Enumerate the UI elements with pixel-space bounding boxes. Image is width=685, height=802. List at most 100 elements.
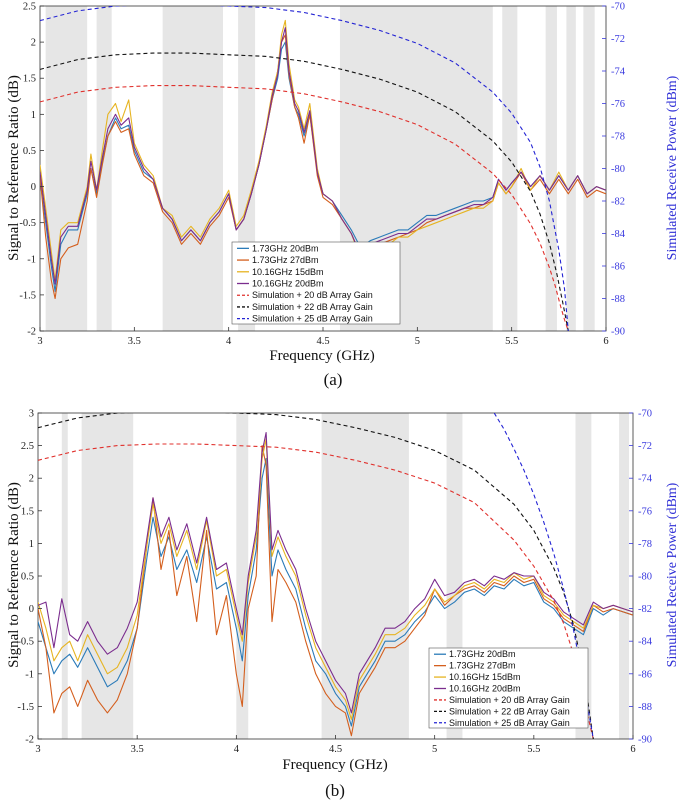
y-right-tick-label: -74 [638,474,653,485]
y-tick-label: -1 [27,254,36,265]
series-line-4 [38,432,633,714]
y-tick-label: 2.5 [23,2,36,13]
legend-entry: Simulation + 20 dB Array Gain [449,695,570,705]
x-tick-label: 5.5 [505,336,518,347]
y-right-tick-label: -82 [638,604,652,615]
legend-entry: Simulation + 22 dB Array Gain [252,302,373,312]
y-right-tick-label: -74 [611,67,626,78]
y-axis-label-right: Simulated Receive Power (dBm) [665,482,680,667]
y-tick-label: 0.5 [23,146,36,157]
x-axis-label: Frequency (GHz) [269,348,374,364]
y-axis-label: Signal to Reference Ratio (dB) [6,482,22,668]
legend-entry: Simulation + 20 dB Array Gain [252,290,373,300]
y-tick-label: 0 [29,604,34,615]
y-right-tick-label: -86 [638,669,652,680]
x-axis-label: Frequency (GHz) [282,757,387,773]
x-tick-label: 4 [226,336,232,347]
shaded-band [566,6,576,331]
y-tick-label: -2 [27,327,36,338]
x-tick-label: 4 [234,744,240,755]
legend-box [428,647,589,729]
legend-entry: 1.73GHz 27dBm [449,661,516,671]
y-right-tick-label: -88 [638,702,652,713]
y-right-tick-label: -78 [611,132,625,143]
y-axis-label: Signal to Reference Ratio (dB) [6,75,22,261]
y-right-tick-label: -78 [638,539,652,550]
x-tick-label: 4.5 [316,336,329,347]
series-line-3 [40,19,606,281]
y-tick-label: 2.5 [21,441,34,452]
x-tick-label: 6 [630,744,635,755]
shaded-band [96,6,112,331]
legend-entry: 10.16GHz 15dBm [252,267,324,277]
legend-entry: 1.73GHz 20dBm [449,649,516,659]
axis-ticks: 3 3.5 4 4.5 5 5.5 6 -2 -1.5 -1 -0.5 0 0.5 1 1.5 2 2.5 -90… [19,2,625,348]
x-tick-label: 5 [432,744,437,755]
y-right-tick-label: -90 [611,327,625,338]
y-right-tick-label: -88 [611,294,625,305]
series-line-7 [493,413,594,739]
series-line-6 [38,413,594,739]
legend-entry: 10.16GHz 15dBm [449,672,521,682]
x-tick-label: 5 [415,336,420,347]
x-tick-label: 5.5 [527,744,540,755]
shaded-band [236,413,249,739]
legend-entry: 1.73GHz 20dBm [252,243,319,253]
y-tick-label: -1 [25,669,34,680]
legend-entry: Simulation + 22 dB Array Gain [449,706,570,716]
shaded-band [321,413,409,739]
series-line-3 [38,438,633,720]
series-lines [40,6,606,331]
y-right-tick-label: -76 [638,506,652,517]
y-tick-label: -2 [25,735,34,746]
x-tick-label: 6 [603,336,608,347]
x-tick-label: 3.5 [128,336,141,347]
y-tick-label: 0 [31,182,36,193]
y-axis-label-right: Simulated Receive Power (dBm) [665,75,680,260]
series-line-2 [38,445,633,737]
x-tick-label: 3.5 [131,744,144,755]
y-right-tick-label: -72 [611,34,625,45]
series-line-5 [40,85,569,331]
y-right-tick-label: -76 [611,99,625,110]
y-tick-label: 1.5 [21,506,34,517]
shaded-band [502,6,518,331]
series-line-6 [40,52,569,331]
y-tick-label: 1 [31,110,36,121]
legend-entry: 10.16GHz 20dBm [449,684,521,694]
y-right-tick-label: -86 [611,262,625,273]
y-tick-label: 2 [31,38,36,49]
y-right-tick-label: -70 [638,409,652,420]
y-right-tick-label: -80 [611,164,625,175]
x-tick-label: 4.5 [329,744,342,755]
y-right-tick-label: -80 [638,572,652,583]
panel-label-b: (b) [325,781,345,800]
x-tick-label: 3 [35,744,40,755]
y-right-tick-label: -84 [611,229,626,240]
axis-ticks: 3 3.5 4 4.5 5 5.5 6 -2 -1.5 -1 -0.5 0 0.5 1 1.5 2 2.5 3 -9… [17,409,652,756]
chart-panel-b: 3 3.5 4 4.5 5 5.5 6 -2 -1.5 -1 -0.5 0 0.5 1 1.5 2 2.5 3 -9… [6,409,680,801]
y-tick-label: 1 [29,539,34,550]
y-tick-label: 0.5 [21,572,34,583]
shaded-band [61,413,68,739]
y-tick-label: 3 [29,409,34,420]
y-right-tick-label: -72 [638,441,652,452]
y-right-tick-label: -70 [611,2,625,13]
y-right-tick-label: -82 [611,197,625,208]
shaded-band [619,413,630,739]
chart-panel-a: 3 3.5 4 4.5 5 5.5 6 -2 -1.5 -1 -0.5 0 0.5 1 1.5 2 2.5 -90… [6,2,680,390]
y-right-tick-label: -90 [638,735,652,746]
series-lines [38,413,633,739]
y-right-tick-label: -84 [638,637,653,648]
series-line-4 [40,27,606,285]
shaded-band [545,6,557,331]
legend-entry: Simulation + 25 dB Array Gain [252,314,373,324]
shaded-band [162,6,224,331]
panel-label-a: (a) [324,370,343,389]
y-tick-label: -0.5 [19,218,36,229]
y-tick-label: 2 [29,474,34,485]
legend-box [231,241,401,325]
